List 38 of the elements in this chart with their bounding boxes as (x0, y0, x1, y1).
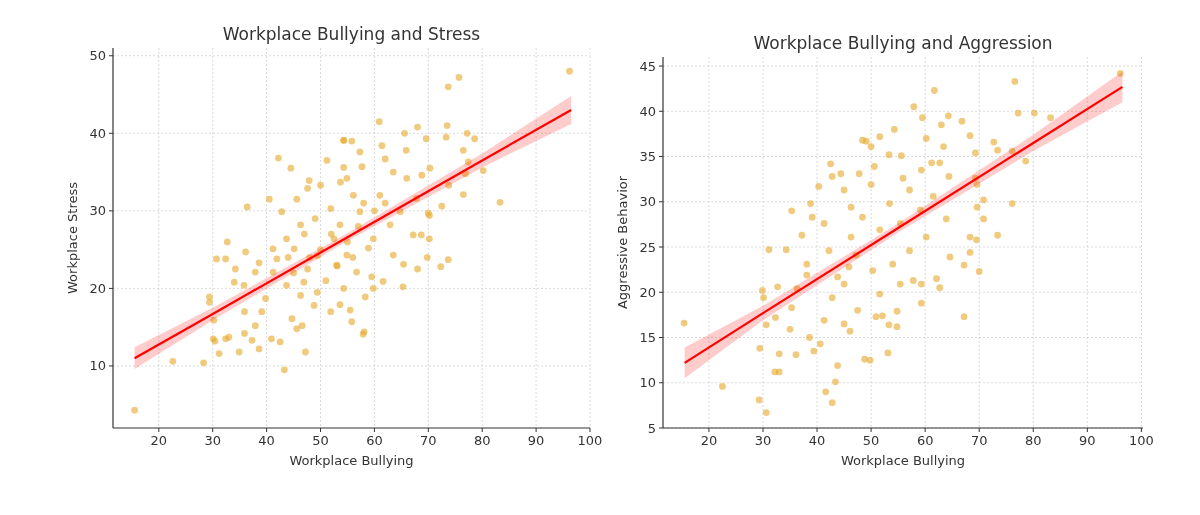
x-tick-label: 70 (420, 433, 437, 448)
y-tick-label: 30 (639, 194, 656, 210)
y-axis-title: Workplace Stress (65, 181, 80, 294)
x-tick-label: 90 (527, 433, 545, 448)
x-tick-label: 80 (1025, 433, 1042, 448)
x-tick-label: 30 (204, 433, 221, 448)
x-tick-label: 100 (1128, 433, 1154, 448)
y-tick-label: 20 (639, 284, 656, 300)
y-tick-label: 45 (639, 58, 656, 74)
y-tick-label: 10 (639, 375, 656, 391)
y-tick-label: 35 (639, 149, 656, 165)
x-tick-label: 60 (366, 433, 383, 448)
x-tick-label: 40 (258, 433, 275, 448)
x-tick-label: 80 (473, 433, 491, 448)
x-tick-label: 50 (312, 433, 329, 448)
x-tick-label: 60 (916, 433, 934, 448)
y-tick-label: 25 (639, 239, 656, 255)
y-tick-label: 20 (89, 280, 106, 296)
y-tick-label: 40 (639, 103, 656, 119)
y-axis-title: Aggressive Behavior (615, 175, 630, 310)
chart-title: Workplace Bullying and Aggression (753, 33, 1053, 53)
x-tick-label: 30 (754, 433, 772, 448)
x-tick-label: 20 (700, 433, 718, 448)
y-tick-label: 50 (89, 48, 106, 64)
chart-title: Workplace Bullying and Stress (222, 24, 481, 44)
x-tick-label: 50 (862, 433, 880, 448)
x-tick-label: 40 (808, 433, 826, 448)
y-tick-label: 30 (89, 203, 106, 219)
y-tick-label: 15 (639, 330, 656, 346)
y-tick-label: 40 (89, 125, 106, 141)
y-tick-label: 10 (89, 358, 106, 374)
x-tick-label: 20 (150, 433, 168, 448)
x-tick-label: 90 (1079, 433, 1096, 448)
x-axis-title: Workplace Bullying (840, 453, 966, 468)
x-tick-label: 70 (970, 433, 988, 448)
x-tick-label: 100 (577, 433, 603, 448)
y-tick-label: 5 (647, 420, 656, 436)
x-axis-title: Workplace Bullying (289, 453, 414, 468)
